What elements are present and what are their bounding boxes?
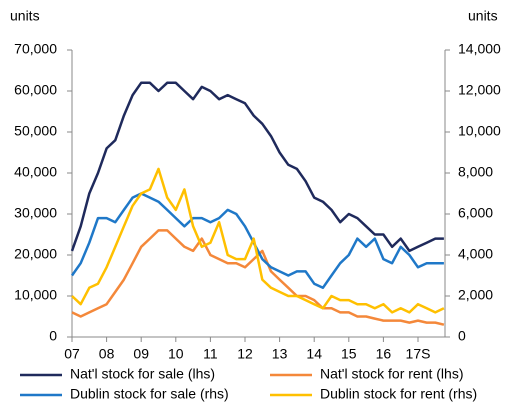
y2-tick-label: 4,000 (458, 246, 493, 262)
legend-label: Nat'l stock for sale (lhs) (70, 366, 215, 382)
y2-tick-label: 6,000 (458, 205, 493, 221)
y-tick-label: 10,000 (14, 287, 57, 303)
x-tick-label: 15 (341, 346, 357, 362)
y-tick-label: 60,000 (14, 82, 57, 98)
y2-tick-label: 8,000 (458, 164, 493, 180)
x-tick-label: 14 (306, 346, 322, 362)
x-tick-label: 12 (237, 346, 253, 362)
y2-tick-label: 0 (458, 328, 466, 344)
y-axis-label: units (10, 8, 40, 24)
y-tick-label: 20,000 (14, 246, 57, 262)
y2-axis-label: units (468, 8, 498, 24)
x-tick-label: 16 (376, 346, 392, 362)
y2-tick-label: 14,000 (458, 41, 501, 57)
y-tick-label: 50,000 (14, 123, 57, 139)
legend-label: Dublin stock for rent (rhs) (320, 386, 477, 402)
y-tick-label: 70,000 (14, 41, 57, 57)
y2-tick-label: 12,000 (458, 82, 501, 98)
x-tick-label: 11 (203, 346, 218, 362)
y-tick-label: 30,000 (14, 205, 57, 221)
x-tick-label: 09 (133, 346, 149, 362)
x-tick-label: 13 (272, 346, 288, 362)
series-line (70, 81, 444, 253)
y-tick-label: 0 (49, 328, 57, 344)
x-tick-label: 07 (64, 346, 80, 362)
x-tick-label: 08 (99, 346, 115, 362)
series-line (71, 229, 445, 326)
legend-label: Nat'l stock for rent (lhs) (320, 366, 464, 382)
series-line (71, 167, 445, 314)
x-tick-label: 17S (406, 346, 431, 362)
y2-tick-label: 10,000 (458, 123, 501, 139)
legend-label: Dublin stock for sale (rhs) (70, 386, 229, 402)
series-line (70, 192, 444, 290)
x-tick-label: 10 (168, 346, 184, 362)
y2-tick-label: 2,000 (458, 287, 493, 303)
y-tick-label: 40,000 (14, 164, 57, 180)
